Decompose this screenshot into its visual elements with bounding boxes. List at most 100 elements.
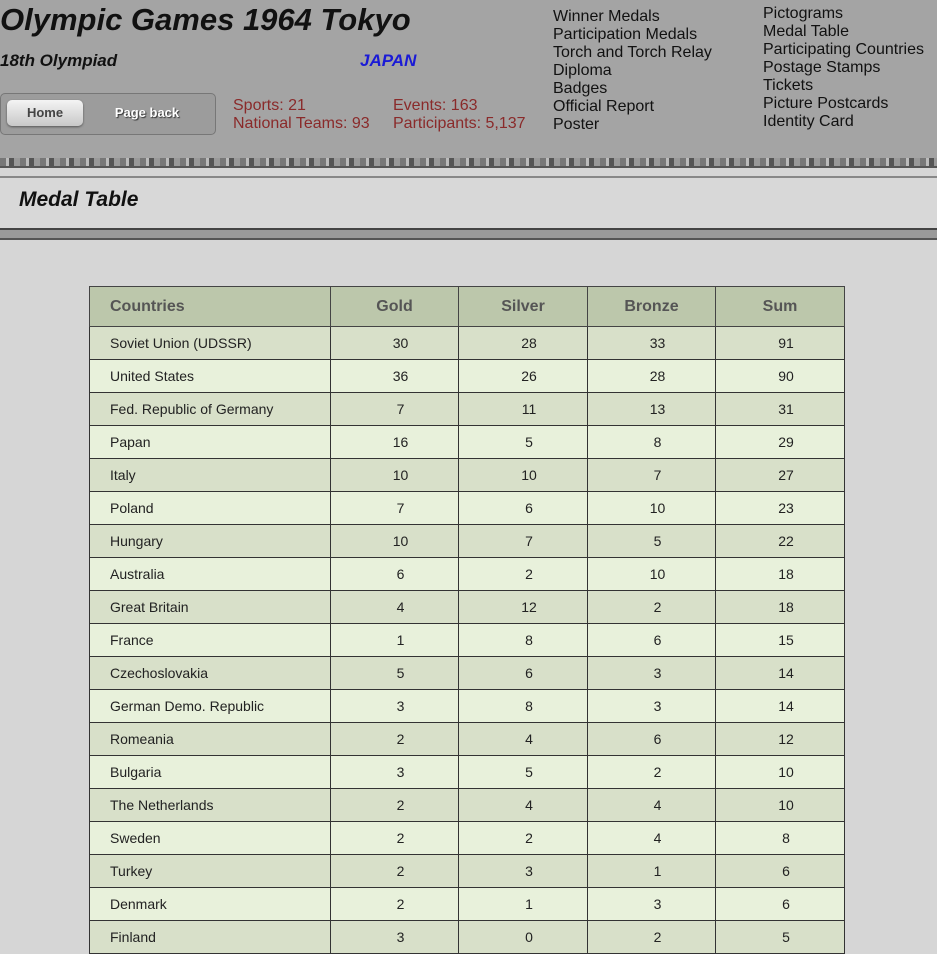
medal-count: 10 bbox=[715, 755, 845, 789]
table-row: The Netherlands 2 4 4 10 bbox=[89, 788, 845, 822]
medal-count: 8 bbox=[458, 689, 588, 723]
medal-count: 2 bbox=[587, 920, 716, 954]
medal-count: 3 bbox=[587, 656, 716, 690]
medal-count: 4 bbox=[458, 788, 588, 822]
medal-count: 5 bbox=[587, 524, 716, 558]
medal-count: 6 bbox=[587, 623, 716, 657]
nav-link[interactable]: Winner Medals bbox=[553, 8, 660, 25]
table-row: Papan 16 5 8 29 bbox=[89, 425, 845, 459]
medal-count: 1 bbox=[330, 623, 459, 657]
country-name: Great Britain bbox=[89, 590, 331, 624]
country-name: Fed. Republic of Germany bbox=[89, 392, 331, 426]
medal-count: 29 bbox=[715, 425, 845, 459]
medal-count: 6 bbox=[715, 887, 845, 921]
stat: Participants: 5,137 bbox=[393, 115, 526, 132]
column-header: Gold bbox=[330, 286, 459, 327]
medal-count: 3 bbox=[330, 689, 459, 723]
medal-count: 7 bbox=[587, 458, 716, 492]
medal-count: 6 bbox=[458, 656, 588, 690]
medal-count: 4 bbox=[458, 722, 588, 756]
column-header: Bronze bbox=[587, 286, 716, 327]
medal-count: 28 bbox=[458, 326, 588, 360]
medal-count: 22 bbox=[715, 524, 845, 558]
medal-count: 0 bbox=[458, 920, 588, 954]
country-name: Finland bbox=[89, 920, 331, 954]
country-name: Italy bbox=[89, 458, 331, 492]
country: JAPAN bbox=[360, 51, 417, 70]
medal-count: 3 bbox=[587, 689, 716, 723]
nav-link[interactable]: Picture Postcards bbox=[763, 95, 889, 112]
table-row: Great Britain 4 12 2 18 bbox=[89, 590, 845, 624]
nav-link[interactable]: Diploma bbox=[553, 62, 612, 79]
nav-list: Winner Medals Participation Medals Torch a… bbox=[553, 8, 712, 134]
medal-count: 12 bbox=[458, 590, 588, 624]
table-row: Finland 3 0 2 5 bbox=[89, 920, 845, 954]
table-row: Denmark 2 1 3 6 bbox=[89, 887, 845, 921]
medal-count: 2 bbox=[458, 821, 588, 855]
nav-link[interactable]: Poster bbox=[553, 116, 600, 133]
medal-count: 23 bbox=[715, 491, 845, 525]
medal-count: 18 bbox=[715, 557, 845, 591]
nav-link[interactable]: Tickets bbox=[763, 77, 814, 94]
medal-count: 26 bbox=[458, 359, 588, 393]
medal-count: 15 bbox=[715, 623, 845, 657]
medal-count: 2 bbox=[587, 590, 716, 624]
medal-count: 1 bbox=[458, 887, 588, 921]
medal-count: 7 bbox=[458, 524, 588, 558]
nav-link[interactable]: Official Report bbox=[553, 98, 655, 115]
medal-count: 10 bbox=[587, 557, 716, 591]
medal-count: 33 bbox=[587, 326, 716, 360]
nav-link[interactable]: Pictograms bbox=[763, 5, 844, 22]
medal-count: 91 bbox=[715, 326, 845, 360]
country-name: German Demo. Republic bbox=[89, 689, 331, 723]
medal-count: 5 bbox=[458, 425, 588, 459]
medal-count: 30 bbox=[330, 326, 459, 360]
nav-link[interactable]: Postage Stamps bbox=[763, 59, 881, 76]
nav-link[interactable]: Torch and Torch Relay bbox=[553, 44, 712, 61]
table-row: Bulgaria 3 5 2 10 bbox=[89, 755, 845, 789]
medal-count: 4 bbox=[330, 590, 459, 624]
medal-count: 2 bbox=[330, 854, 459, 888]
medal-count: 7 bbox=[330, 491, 459, 525]
column-header: Silver bbox=[458, 286, 588, 327]
table-row: Czechoslovakia 5 6 3 14 bbox=[89, 656, 845, 690]
subtitle: 18th Olympiad bbox=[0, 51, 118, 70]
table-row: Fed. Republic of Germany 7 11 13 31 bbox=[89, 392, 845, 426]
medal-count: 2 bbox=[587, 755, 716, 789]
medal-count: 7 bbox=[330, 392, 459, 426]
country-name: The Netherlands bbox=[89, 788, 331, 822]
nav-link[interactable]: Badges bbox=[553, 80, 608, 97]
nav-list: Pictograms Medal Table Participating Count… bbox=[763, 5, 924, 131]
medal-count: 3 bbox=[458, 854, 588, 888]
header: Olympic Games 1964 Tokyo 18th Olympiad J… bbox=[0, 0, 937, 158]
country-name: Romeania bbox=[89, 722, 331, 756]
medal-table: Countries Gold Silver Bronze Sum Soviet Unio… bbox=[89, 286, 845, 954]
country-name: Poland bbox=[89, 491, 331, 525]
back-button[interactable]: Page back bbox=[114, 105, 180, 120]
nav-link[interactable]: Participation Medals bbox=[553, 26, 698, 43]
country-name: Sweden bbox=[89, 821, 331, 855]
medal-count: 10 bbox=[330, 524, 459, 558]
page-title: Olympic Games 1964 Tokyo bbox=[0, 2, 411, 37]
medal-count: 5 bbox=[715, 920, 845, 954]
medal-count: 10 bbox=[458, 458, 588, 492]
home-button[interactable]: Home bbox=[7, 100, 83, 126]
medal-count: 14 bbox=[715, 689, 845, 723]
medal-count: 31 bbox=[715, 392, 845, 426]
nav-link[interactable]: Medal Table bbox=[763, 23, 849, 40]
nav-link[interactable]: Participating Countries bbox=[763, 41, 924, 58]
country-name: Bulgaria bbox=[89, 755, 331, 789]
medal-count: 14 bbox=[715, 656, 845, 690]
medal-count: 6 bbox=[715, 854, 845, 888]
medal-count: 28 bbox=[587, 359, 716, 393]
medal-count: 11 bbox=[458, 392, 588, 426]
stat: Events: 163 bbox=[393, 97, 478, 114]
country-name: Czechoslovakia bbox=[89, 656, 331, 690]
nav-link[interactable]: Identity Card bbox=[763, 113, 854, 130]
table-row: German Demo. Republic 3 8 3 14 bbox=[89, 689, 845, 723]
table-row: United States 36 26 28 90 bbox=[89, 359, 845, 393]
table-row: Turkey 2 3 1 6 bbox=[89, 854, 845, 888]
country-name: Papan bbox=[89, 425, 331, 459]
table-row: Hungary 10 7 5 22 bbox=[89, 524, 845, 558]
divider bbox=[0, 228, 937, 240]
